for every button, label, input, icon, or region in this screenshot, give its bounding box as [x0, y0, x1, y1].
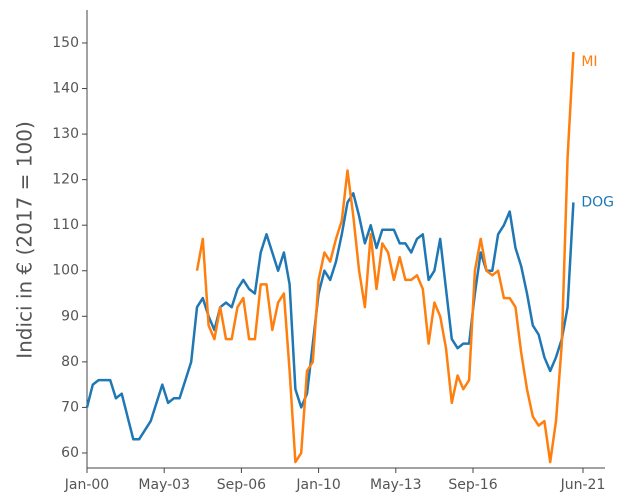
y-tick-label: 80	[61, 354, 79, 370]
y-tick-label: 110	[52, 217, 79, 233]
series-label: DOG	[581, 194, 614, 210]
y-tick-label: 130	[52, 126, 79, 142]
y-tick-label: 90	[61, 308, 79, 324]
y-tick-label: 150	[52, 35, 79, 51]
y-tick-label: 140	[52, 81, 79, 97]
series-line	[195, 52, 575, 464]
y-tick-label: 70	[61, 399, 79, 415]
x-tick-label: May-03	[138, 477, 190, 493]
x-tick-label: Jan-00	[64, 477, 109, 493]
x-tick-label: Jan-10	[295, 477, 340, 493]
x-tick-label: Jun-21	[560, 477, 606, 493]
x-tick-label: Sep-16	[448, 477, 497, 493]
y-tick-label: 60	[61, 445, 79, 461]
series-line	[85, 192, 575, 441]
x-tick-label: May-13	[370, 477, 422, 493]
y-tick-label: 120	[52, 172, 79, 188]
x-tick-label: Sep-06	[217, 477, 266, 493]
y-tick-label: 100	[52, 263, 79, 279]
series-label: MI	[581, 54, 597, 70]
y-axis-label: Indici in € (2017 = 100)	[13, 121, 37, 359]
